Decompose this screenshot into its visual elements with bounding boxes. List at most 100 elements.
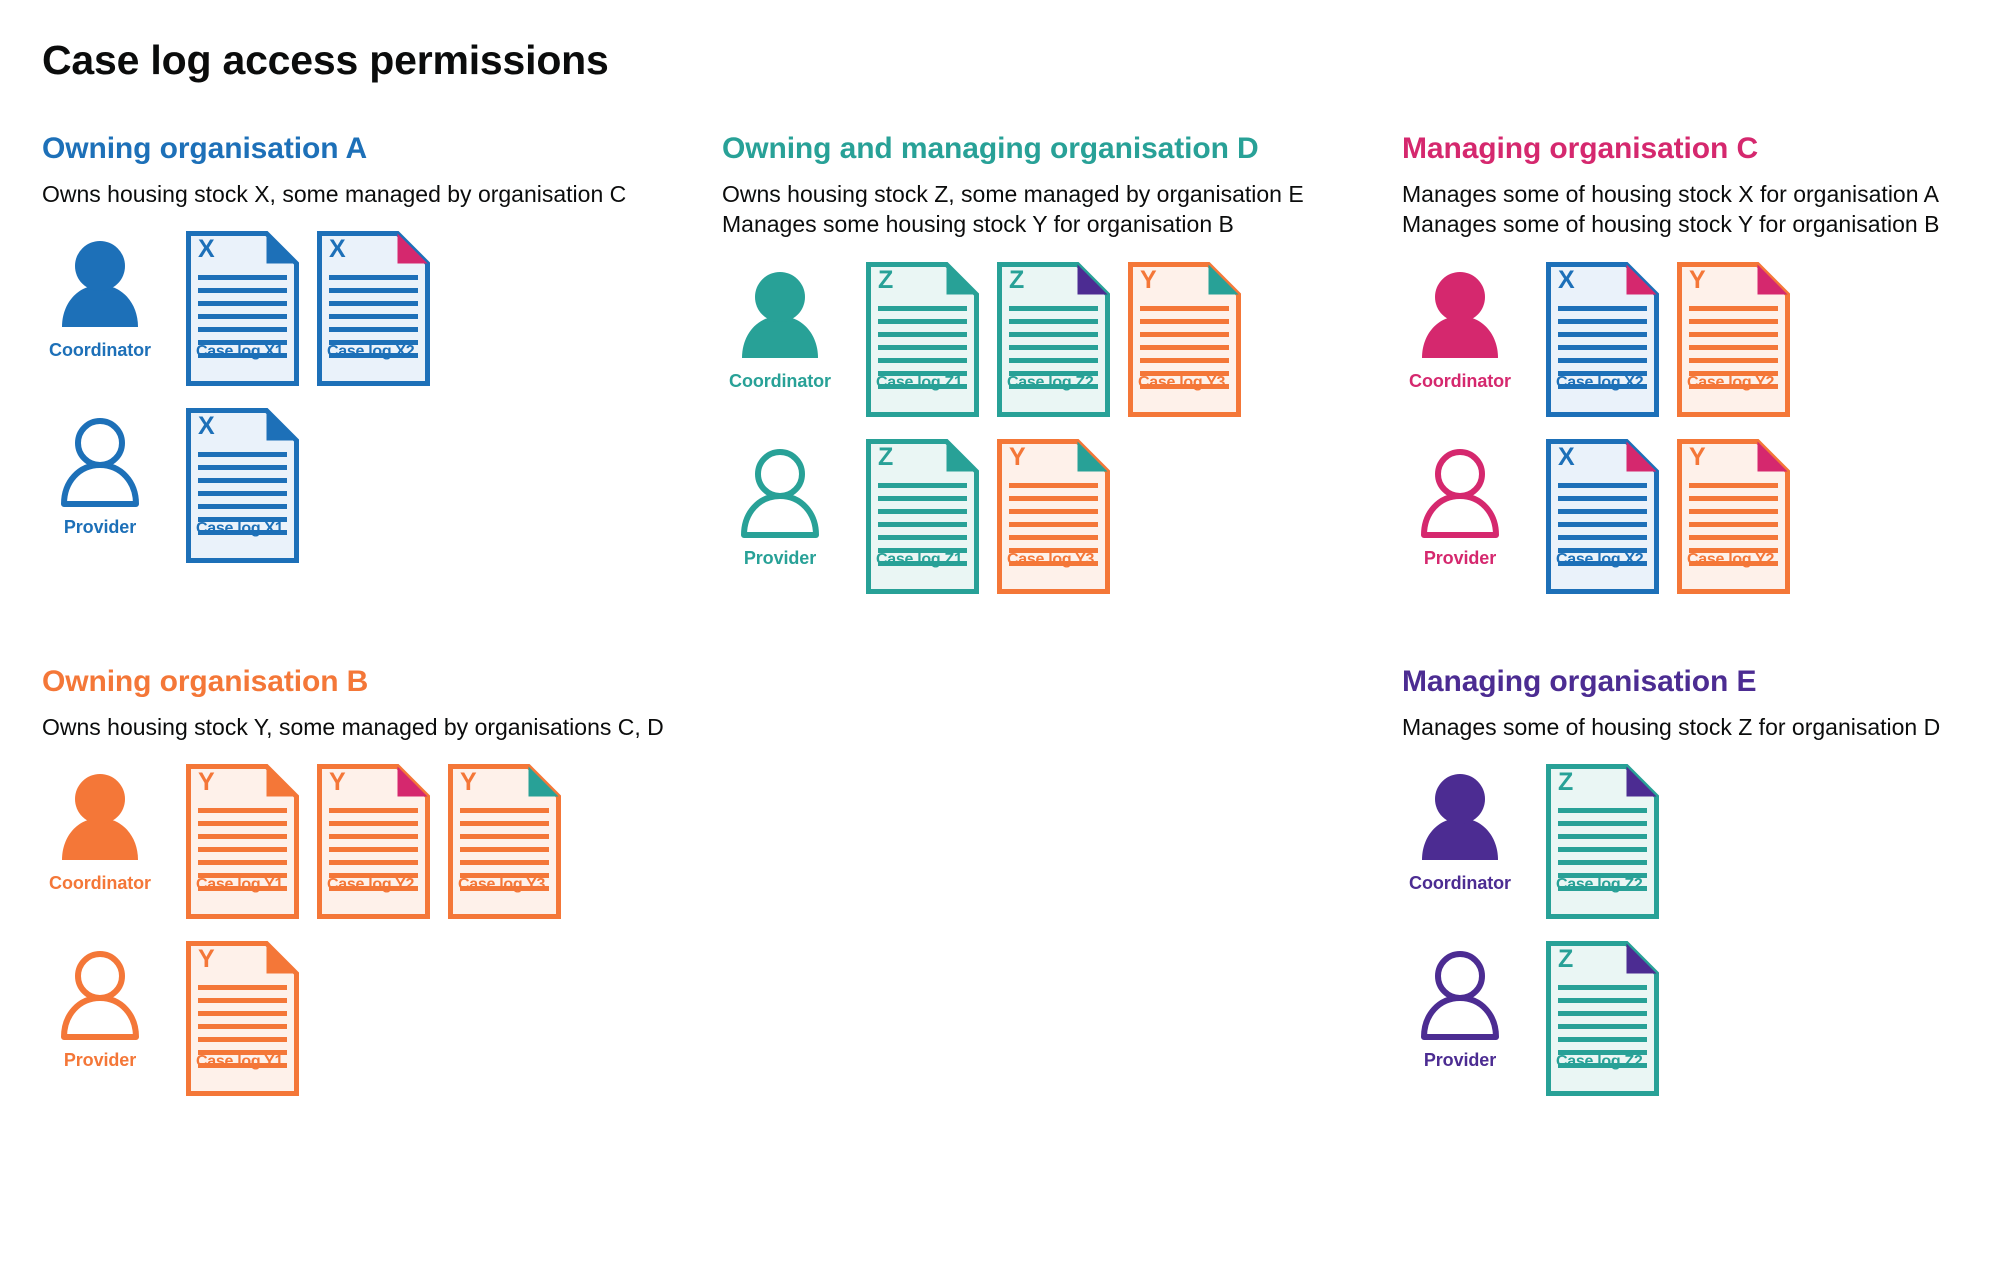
stock-letter: Z bbox=[1558, 945, 1574, 974]
case-log-label: Case log X1 bbox=[196, 520, 284, 538]
case-log-label: Case log Y2 bbox=[327, 876, 415, 894]
case-log-card[interactable]: X Case log X1 bbox=[186, 408, 299, 564]
organisation-title: Owning organisation B bbox=[42, 664, 369, 698]
page-title: Case log access permissions bbox=[42, 37, 609, 83]
document-lines bbox=[1558, 808, 1647, 899]
role-label: Coordinator bbox=[1409, 873, 1511, 894]
stock-letter: Y bbox=[1140, 265, 1157, 294]
stock-letter: Y bbox=[198, 768, 215, 797]
role-row-coordinator: Coordinator Z Case log Z2 bbox=[1400, 764, 2000, 920]
document-shape bbox=[317, 231, 430, 387]
case-log-label: Case log Y1 bbox=[196, 876, 284, 894]
case-log-list: X Case log X1 X Case log X2 bbox=[186, 231, 430, 387]
corner-fold bbox=[1077, 264, 1108, 295]
document-lines bbox=[1009, 482, 1098, 574]
document-shape bbox=[186, 941, 299, 1097]
role-row-coordinator: Coordinator X Case log X2 Y Case log Y2 bbox=[1400, 261, 2000, 417]
person-filled-icon bbox=[62, 774, 138, 861]
role-label: Provider bbox=[743, 547, 817, 568]
document-lines bbox=[198, 985, 287, 1076]
case-log-card[interactable]: X Case log X2 bbox=[317, 231, 430, 387]
description-line: Manages some of housing stock Z for orga… bbox=[1402, 713, 1941, 740]
case-log-card[interactable]: Y Case log Y2 bbox=[1677, 261, 1790, 417]
role-label: Provider bbox=[63, 1050, 137, 1071]
case-log-card[interactable]: Y Case log Y2 bbox=[1677, 438, 1790, 594]
document-shape bbox=[866, 261, 979, 417]
case-log-label: Case log Y3 bbox=[458, 876, 546, 894]
document-shape bbox=[1128, 261, 1241, 417]
case-log-label: Case log X2 bbox=[1556, 550, 1644, 568]
organisation-title: Managing organisation C bbox=[1402, 132, 1759, 166]
case-log-card[interactable]: X Case log X2 bbox=[1546, 261, 1659, 417]
role-provider: Provider bbox=[1400, 439, 1520, 569]
corner-fold bbox=[1208, 264, 1239, 295]
corner-fold bbox=[397, 233, 428, 264]
case-log-label: Case log Z2 bbox=[1007, 373, 1094, 391]
role-provider: Provider bbox=[720, 439, 840, 569]
case-log-card[interactable]: Z Case log Z2 bbox=[1546, 941, 1659, 1097]
case-log-card[interactable]: Z Case log Z2 bbox=[997, 261, 1110, 417]
organisation-description: Owns housing stock Z, some managed by or… bbox=[722, 179, 1400, 240]
case-log-card[interactable]: Z Case log Z1 bbox=[866, 438, 979, 594]
case-log-card[interactable]: Y Case log Y3 bbox=[448, 764, 561, 920]
case-log-list: Z Case log Z2 bbox=[1546, 941, 1659, 1097]
document-lines bbox=[329, 808, 418, 899]
document-lines bbox=[1558, 985, 1647, 1076]
case-log-card[interactable]: Y Case log Y3 bbox=[997, 438, 1110, 594]
role-coordinator: Coordinator bbox=[40, 231, 160, 361]
case-log-label: Case log Y2 bbox=[1687, 373, 1775, 391]
document-shape bbox=[448, 764, 561, 920]
document-shape bbox=[1677, 261, 1790, 417]
person-outline-icon bbox=[741, 448, 819, 538]
corner-fold bbox=[946, 264, 977, 295]
case-log-card[interactable]: Z Case log Z2 bbox=[1546, 764, 1659, 920]
corner-fold bbox=[528, 766, 559, 797]
case-log-card[interactable]: Y Case log Y2 bbox=[317, 764, 430, 920]
document-lines bbox=[329, 275, 418, 366]
person-filled-icon bbox=[742, 271, 818, 358]
corner-fold bbox=[266, 766, 297, 797]
stock-letter: X bbox=[329, 235, 346, 264]
corner-fold bbox=[266, 410, 297, 441]
description-line: Manages some housing stock Y for organis… bbox=[722, 211, 1234, 238]
role-label: Coordinator bbox=[729, 370, 831, 391]
role-coordinator: Coordinator bbox=[1400, 764, 1520, 894]
organisation-description: Manages some of housing stock X for orga… bbox=[1402, 179, 2000, 240]
corner-fold bbox=[1626, 264, 1657, 295]
person-outline-icon bbox=[61, 418, 139, 508]
document-lines bbox=[1689, 482, 1778, 574]
corner-fold bbox=[266, 233, 297, 264]
stock-letter: Z bbox=[878, 442, 894, 471]
person-outline-icon bbox=[1421, 448, 1499, 538]
corner-fold bbox=[1077, 441, 1108, 472]
role-label: Provider bbox=[63, 517, 137, 538]
organisation-block-org-c: Managing organisation C Manages some of h… bbox=[1400, 131, 2000, 616]
document-shape bbox=[186, 231, 299, 387]
corner-fold bbox=[1626, 943, 1657, 974]
case-log-list: X Case log X2 Y Case log Y2 bbox=[1546, 261, 1790, 417]
case-log-card[interactable]: Z Case log Z1 bbox=[866, 261, 979, 417]
case-log-list: Z Case log Z2 bbox=[1546, 764, 1659, 920]
case-log-card[interactable]: X Case log X1 bbox=[186, 231, 299, 387]
stock-letter: Y bbox=[1689, 265, 1706, 294]
document-lines bbox=[1558, 305, 1647, 397]
corner-fold bbox=[1626, 441, 1657, 472]
role-coordinator: Coordinator bbox=[720, 262, 840, 392]
case-log-label: Case log Y3 bbox=[1138, 373, 1226, 391]
document-lines bbox=[1140, 305, 1229, 397]
document-shape bbox=[317, 764, 430, 920]
document-lines bbox=[878, 482, 967, 574]
organisation-description: Owns housing stock Y, some managed by or… bbox=[42, 712, 720, 742]
stock-letter: Y bbox=[460, 768, 477, 797]
case-log-card[interactable]: Y Case log Y1 bbox=[186, 941, 299, 1097]
case-log-card[interactable]: Y Case log Y3 bbox=[1128, 261, 1241, 417]
case-log-list: Y Case log Y1 Y Case log Y2 Y Case log Y3 bbox=[186, 764, 561, 920]
document-shape bbox=[997, 261, 1110, 417]
case-log-card[interactable]: X Case log X2 bbox=[1546, 438, 1659, 594]
document-shape bbox=[1546, 764, 1659, 920]
case-log-card[interactable]: Y Case log Y1 bbox=[186, 764, 299, 920]
case-log-label: Case log Y2 bbox=[1687, 550, 1775, 568]
case-log-label: Case log X2 bbox=[327, 343, 415, 361]
person-outline-icon bbox=[1421, 951, 1499, 1041]
corner-fold bbox=[1757, 264, 1788, 295]
